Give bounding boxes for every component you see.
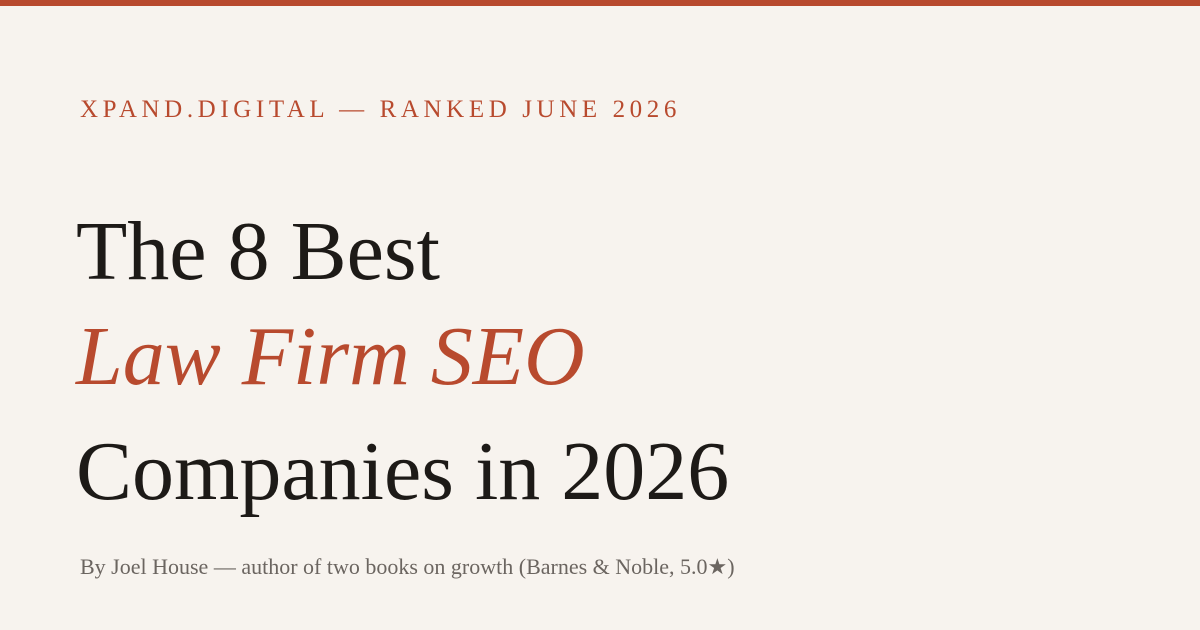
byline: By Joel House — author of two books on g…	[80, 554, 735, 579]
kicker: XPAND.DIGITAL — RANKED JUNE 2026	[80, 96, 681, 123]
headline-accent: Law Firm SEO	[76, 310, 585, 403]
top-bar	[0, 0, 1200, 6]
headline-line: Companies in 2026	[76, 425, 730, 518]
headline-line: The 8 Best	[76, 205, 440, 298]
